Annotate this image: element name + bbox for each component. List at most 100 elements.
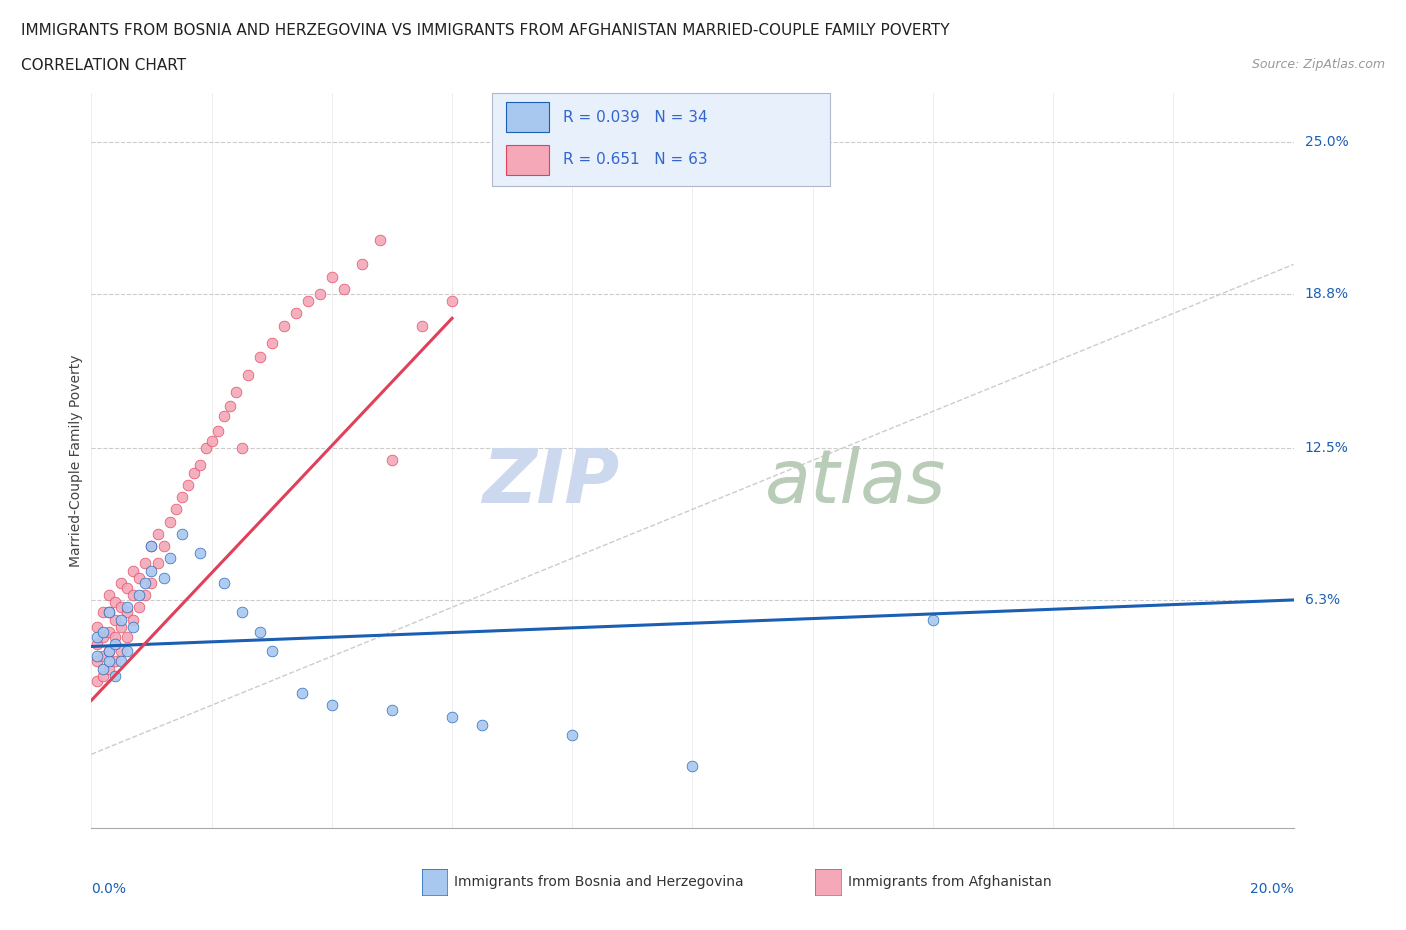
Text: Immigrants from Afghanistan: Immigrants from Afghanistan xyxy=(848,874,1052,889)
Point xyxy=(321,270,343,285)
Point xyxy=(471,717,494,732)
Text: atlas: atlas xyxy=(765,446,946,518)
Point xyxy=(236,367,259,382)
Point xyxy=(212,409,235,424)
Point xyxy=(98,588,121,603)
Point xyxy=(350,257,373,272)
Point xyxy=(159,514,181,529)
Point xyxy=(141,564,163,578)
Point xyxy=(98,644,121,658)
Point xyxy=(231,441,253,456)
Point xyxy=(170,490,193,505)
Bar xyxy=(506,102,550,132)
Point xyxy=(681,759,703,774)
Point xyxy=(104,669,127,684)
Point xyxy=(165,502,187,517)
Point xyxy=(284,306,307,321)
Point xyxy=(159,551,181,565)
Point xyxy=(98,654,121,669)
Point xyxy=(291,685,314,700)
Point xyxy=(152,570,174,585)
Point xyxy=(110,600,132,615)
Point xyxy=(231,604,253,619)
Point xyxy=(176,477,198,492)
Point xyxy=(188,546,211,561)
Point xyxy=(308,286,330,301)
Point xyxy=(128,570,150,585)
Point xyxy=(86,649,108,664)
Point xyxy=(110,576,132,591)
Point xyxy=(141,538,163,553)
Point xyxy=(122,619,145,634)
Point xyxy=(117,630,139,644)
Text: CORRELATION CHART: CORRELATION CHART xyxy=(21,58,186,73)
Point xyxy=(170,526,193,541)
Point xyxy=(218,399,240,414)
Point xyxy=(104,630,127,644)
Point xyxy=(381,703,404,718)
Point xyxy=(86,630,108,644)
Text: R = 0.039   N = 34: R = 0.039 N = 34 xyxy=(562,110,707,125)
Point xyxy=(122,612,145,627)
Point xyxy=(201,433,224,448)
Point xyxy=(86,673,108,688)
Y-axis label: Married-Couple Family Poverty: Married-Couple Family Poverty xyxy=(69,354,83,566)
Point xyxy=(141,538,163,553)
Point xyxy=(93,669,115,684)
Point xyxy=(110,654,132,669)
Text: R = 0.651   N = 63: R = 0.651 N = 63 xyxy=(562,153,707,167)
Text: Immigrants from Bosnia and Herzegovina: Immigrants from Bosnia and Herzegovina xyxy=(454,874,744,889)
Text: ZIP: ZIP xyxy=(484,445,620,519)
Text: 20.0%: 20.0% xyxy=(1250,882,1294,896)
Point xyxy=(86,654,108,669)
Point xyxy=(561,727,583,742)
Point xyxy=(98,624,121,639)
Point xyxy=(93,604,115,619)
Point xyxy=(122,588,145,603)
Point xyxy=(104,654,127,669)
Point xyxy=(117,580,139,595)
Point xyxy=(117,604,139,619)
Bar xyxy=(506,145,550,175)
Point xyxy=(146,556,169,571)
Point xyxy=(98,604,121,619)
Text: 18.8%: 18.8% xyxy=(1305,286,1348,300)
Point xyxy=(93,661,115,676)
Text: IMMIGRANTS FROM BOSNIA AND HERZEGOVINA VS IMMIGRANTS FROM AFGHANISTAN MARRIED-CO: IMMIGRANTS FROM BOSNIA AND HERZEGOVINA V… xyxy=(21,23,949,38)
Point xyxy=(134,588,156,603)
Point xyxy=(368,232,391,247)
Point xyxy=(249,624,271,639)
Point xyxy=(212,576,235,591)
Point xyxy=(183,465,205,480)
Point xyxy=(98,661,121,676)
Point xyxy=(321,698,343,712)
Point xyxy=(207,423,229,438)
Point xyxy=(93,649,115,664)
Point xyxy=(260,336,283,351)
Point xyxy=(273,318,295,333)
Point xyxy=(381,453,404,468)
Point xyxy=(134,576,156,591)
Text: 6.3%: 6.3% xyxy=(1305,593,1340,607)
Point xyxy=(297,294,319,309)
Point xyxy=(128,600,150,615)
Point xyxy=(104,612,127,627)
Point xyxy=(440,711,463,725)
Point xyxy=(104,595,127,610)
Point xyxy=(922,612,945,627)
Point xyxy=(134,556,156,571)
Point xyxy=(98,604,121,619)
Point xyxy=(117,600,139,615)
Point xyxy=(141,576,163,591)
Text: 0.0%: 0.0% xyxy=(91,882,127,896)
Point xyxy=(188,458,211,472)
Text: 12.5%: 12.5% xyxy=(1305,441,1348,455)
Point xyxy=(110,644,132,658)
Point xyxy=(411,318,433,333)
Point xyxy=(152,538,174,553)
Point xyxy=(98,644,121,658)
Point xyxy=(93,624,115,639)
Point xyxy=(225,384,247,399)
Text: Source: ZipAtlas.com: Source: ZipAtlas.com xyxy=(1251,58,1385,71)
Point xyxy=(333,282,356,297)
